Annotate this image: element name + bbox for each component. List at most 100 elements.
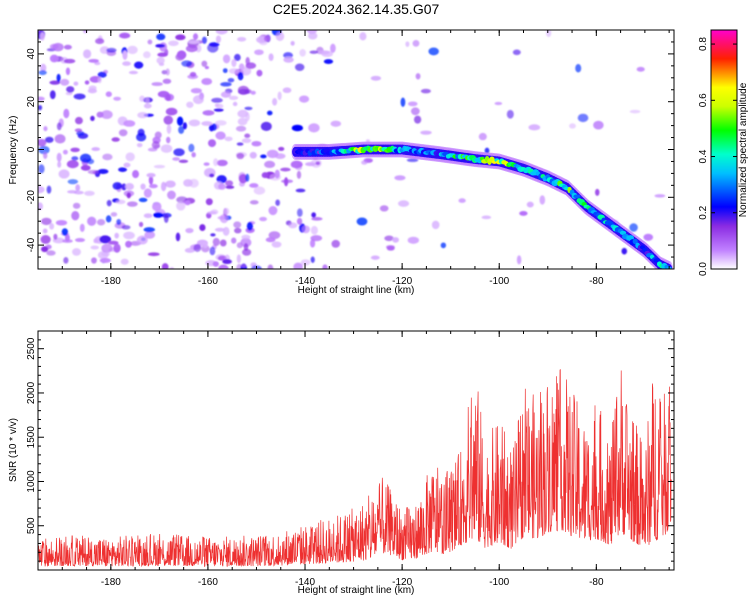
heatmap-noise-blob (38, 105, 43, 111)
heatmap-noise-blob (168, 40, 179, 47)
heatmap-noise-blob (201, 36, 207, 44)
heatmap-noise-blob (216, 175, 227, 184)
heatmap-noise-blob (189, 72, 197, 77)
heatmap-noise-blob (153, 212, 164, 218)
heatmap-y-tick-label: 40 (26, 48, 37, 60)
heatmap-noise-blob (282, 87, 292, 94)
heatmap-noise-blob (250, 90, 256, 95)
heatmap-noise-blob (208, 124, 215, 132)
heatmap-noise-blob (322, 264, 328, 269)
heatmap-noise-blob (224, 136, 233, 142)
heatmap-noise-blob (91, 257, 97, 264)
heatmap-noise-blob (629, 223, 638, 232)
heatmap-noise-blob (188, 119, 201, 127)
heatmap-noise-blob (132, 170, 140, 179)
heatmap-noise-blob (274, 153, 286, 159)
heatmap-noise-blob (370, 75, 382, 81)
heatmap-noise-blob (385, 245, 395, 249)
heatmap-noise-blob (56, 73, 61, 83)
heatmap-noise-blob (193, 243, 202, 252)
heatmap-noise-blob (528, 124, 541, 131)
heatmap-noise-blob (166, 136, 171, 144)
heatmap-noise-blob (234, 53, 241, 62)
heatmap-noise-blob (400, 97, 406, 107)
heatmap-noise-blob (114, 232, 119, 239)
heatmap-noise-blob (193, 33, 199, 40)
heatmap-noise-blob (440, 242, 447, 249)
heatmap-noise-blob (190, 88, 202, 94)
heatmap-noise-blob (212, 237, 220, 247)
heatmap-noise-blob (211, 97, 223, 103)
heatmap-noise-blob (184, 200, 191, 206)
heatmap-noise-blob (415, 73, 421, 80)
heatmap-noise-blob (185, 44, 198, 53)
heatmap-noise-blob (58, 169, 70, 179)
chart-title: C2E5.2024.362.14.35.G07 (273, 1, 440, 17)
heatmap-y-tick-label: -40 (26, 237, 37, 252)
heatmap-noise-blob (72, 202, 81, 209)
colorbar-tick-label: 0.6 (698, 93, 709, 107)
heatmap-noise-blob (231, 237, 237, 244)
heatmap-noise-blob (237, 36, 247, 42)
heatmap-noise-blob (163, 115, 174, 125)
heatmap-noise-blob (38, 96, 45, 101)
heatmap-noise-blob (420, 130, 432, 135)
heatmap-noise-blob (243, 243, 249, 251)
heatmap-noise-blob (46, 185, 52, 194)
snr-x-ticks: -180 -160 -140 -120 -100 -80 (37, 331, 670, 588)
heatmap-noise-blob (167, 190, 176, 200)
heatmap-noise-blob (233, 221, 242, 229)
heatmap-noise-blob (237, 117, 248, 126)
heatmap-noise-blob (38, 202, 44, 211)
heatmap-noise-blob (44, 136, 54, 143)
heatmap-noise-blob (186, 101, 194, 108)
heatmap-noise-blob (165, 107, 178, 116)
heatmap-noise-blob (310, 225, 318, 235)
heatmap-noise-blob (195, 44, 202, 53)
heatmap-noise-blob (100, 110, 113, 119)
heatmap-noise-blob (126, 201, 138, 207)
snr-y-ticks: 500 1000 1500 2000 2500 (26, 337, 674, 562)
heatmap-noise-blob (147, 252, 160, 257)
heatmap-noise-blob (331, 239, 340, 248)
heatmap-x-label: Height of straight line (km) (298, 285, 415, 296)
heatmap-noise-blob (40, 235, 51, 244)
heatmap-noise-blob (145, 97, 150, 105)
heatmap-noise-blob (119, 32, 131, 39)
heatmap-noise-blob (294, 63, 305, 71)
heatmap-noise-blob (304, 162, 316, 167)
colorbar-tick-label: 0.4 (698, 149, 709, 163)
heatmap-noise-blob (227, 77, 235, 83)
heatmap-noise-blob (173, 148, 185, 157)
colorbar-tick-label: 0.0 (698, 262, 709, 276)
heatmap-noise-blob (151, 82, 163, 87)
heatmap-noise-blob (38, 185, 45, 194)
heatmap-track-core (573, 194, 581, 199)
heatmap-noise-blob (79, 153, 92, 163)
heatmap-noise-blob (136, 235, 148, 245)
heatmap-x-tick-label: -180 (101, 276, 121, 287)
heatmap-noise-blob (370, 255, 380, 260)
heatmap-noise-blob (138, 197, 148, 203)
heatmap-noise-blob (163, 213, 169, 223)
heatmap-noise-blob (216, 159, 228, 167)
heatmap-noise-blob (212, 261, 219, 267)
heatmap-noise-blob (268, 206, 278, 216)
heatmap-noise-blob (458, 198, 466, 203)
heatmap-noise-blob (356, 217, 368, 226)
heatmap-noise-blob (110, 212, 118, 217)
heatmap-noise-blob (87, 169, 99, 175)
heatmap-noise-blob (90, 245, 100, 250)
heatmap-noise-blob (75, 184, 81, 192)
heatmap-noise-blob (217, 215, 227, 220)
heatmap-noise-blob (127, 45, 138, 55)
heatmap-noise-blob (203, 162, 210, 166)
heatmap-noise-blob (176, 50, 187, 60)
heatmap-noise-blob (288, 222, 298, 229)
heatmap-noise-blob (271, 241, 282, 248)
heatmap-noise-blob (42, 228, 48, 234)
heatmap-noise-blob (311, 212, 317, 218)
heatmap-noise-blob (392, 237, 399, 243)
heatmap-noise-blob (506, 109, 514, 119)
heatmap-noise-blob (297, 208, 303, 217)
